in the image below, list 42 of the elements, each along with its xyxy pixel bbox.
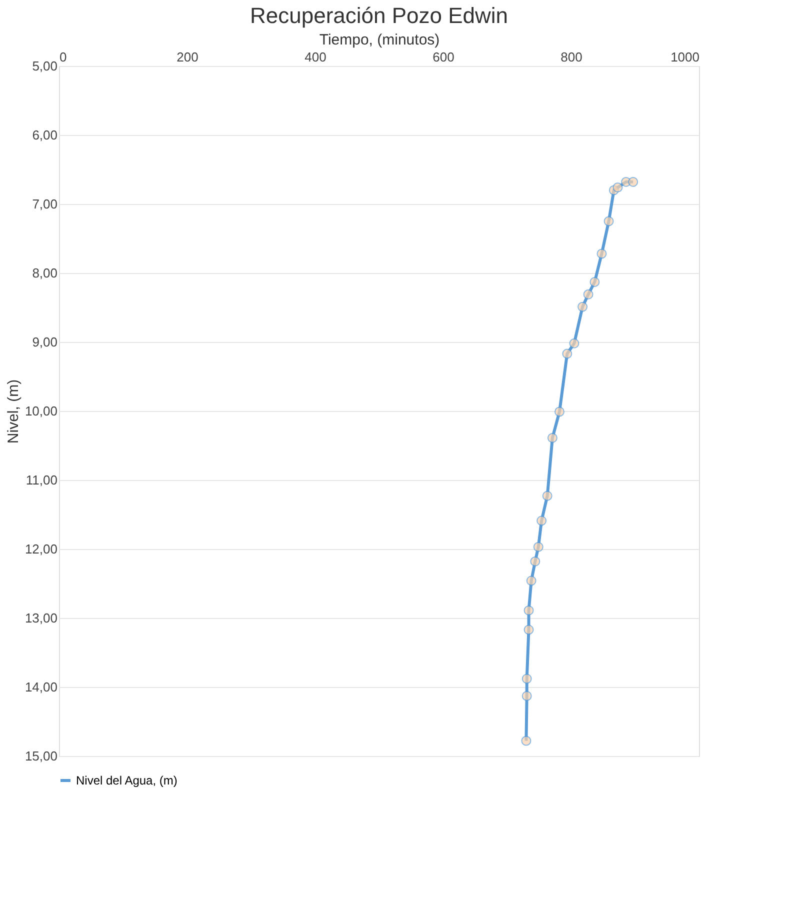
point xyxy=(542,490,552,501)
point xyxy=(612,182,623,192)
point xyxy=(522,674,532,684)
point xyxy=(524,624,534,635)
x-tick-label: 800 xyxy=(560,50,582,64)
point xyxy=(533,542,544,552)
y-tick-label: 7,00 xyxy=(32,196,58,212)
x-tick-label: 600 xyxy=(432,50,454,64)
y-tick-label: 8,00 xyxy=(32,266,58,280)
point xyxy=(596,248,607,259)
y-tick-label: 15,00 xyxy=(24,748,58,764)
x-tick-label: 0 xyxy=(60,50,67,64)
point xyxy=(526,576,536,586)
x-axis-title: Tiempo, (minutos) xyxy=(319,32,440,48)
y-tick-label: 11,00 xyxy=(26,472,58,488)
y-tick-label: 5,00 xyxy=(32,58,58,74)
x-tick-label: 200 xyxy=(176,50,198,64)
point xyxy=(562,348,572,359)
y-tick-label: 12,00 xyxy=(24,542,58,556)
chart-title: Recuperación Pozo Edwin xyxy=(250,3,508,28)
point xyxy=(547,432,558,443)
point xyxy=(569,338,580,348)
y-axis-title: Nivel, (m) xyxy=(4,379,22,444)
point xyxy=(521,736,532,746)
point xyxy=(578,302,588,312)
point xyxy=(590,277,600,287)
point xyxy=(583,289,594,300)
point xyxy=(604,216,614,226)
point xyxy=(524,605,534,616)
x-tick-label: 1000 xyxy=(670,50,700,64)
point xyxy=(522,691,532,701)
y-tick-label: 6,00 xyxy=(32,128,58,142)
point xyxy=(554,406,564,417)
y-tick-label: 9,00 xyxy=(32,334,58,350)
point xyxy=(536,516,547,526)
point xyxy=(628,176,638,187)
legend-label: Nivel del Agua, (m) xyxy=(76,774,178,788)
y-tick-label: 13,00 xyxy=(24,610,58,626)
y-tick-label: 14,00 xyxy=(24,680,58,694)
point xyxy=(530,556,540,566)
x-tick-label: 400 xyxy=(304,50,326,64)
y-tick-label: 10,00 xyxy=(24,404,58,418)
